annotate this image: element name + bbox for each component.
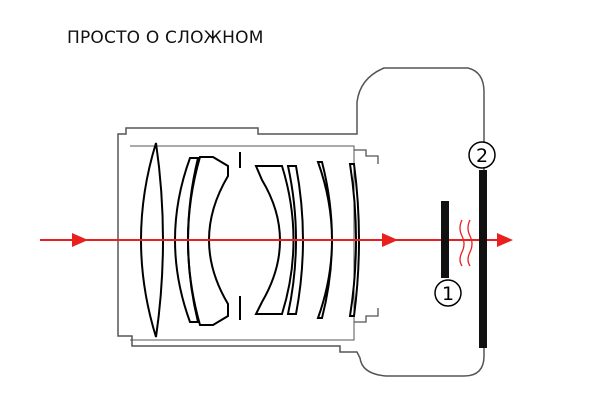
ray-arrow-2 [382, 233, 398, 247]
lens-mount-top [354, 149, 379, 164]
lens-element-1 [140, 142, 164, 338]
lens-element-5 [286, 165, 304, 315]
ray-arrow-3 [497, 233, 513, 247]
diagram-title: ПРОСТО О СЛОЖНОМ [67, 28, 264, 48]
wavy-lines [459, 219, 473, 267]
marker-2-label: 2 [476, 145, 488, 167]
lens-elements [140, 142, 360, 338]
ray-arrow-1 [72, 233, 88, 247]
marker-1-label: 1 [442, 283, 454, 305]
lens-barrel-inner [130, 145, 355, 341]
marker-1: 1 [434, 279, 462, 307]
lens-element-6 [316, 161, 333, 319]
sensor-bar [479, 170, 487, 348]
lens-element-4 [254, 165, 295, 315]
shutter-bar [441, 201, 449, 278]
lens-element-7 [348, 163, 360, 317]
lens-mount-bottom [354, 308, 379, 323]
camera-body-outline [117, 67, 485, 377]
lens-element-3 [187, 156, 229, 326]
marker-2: 2 [468, 141, 496, 169]
